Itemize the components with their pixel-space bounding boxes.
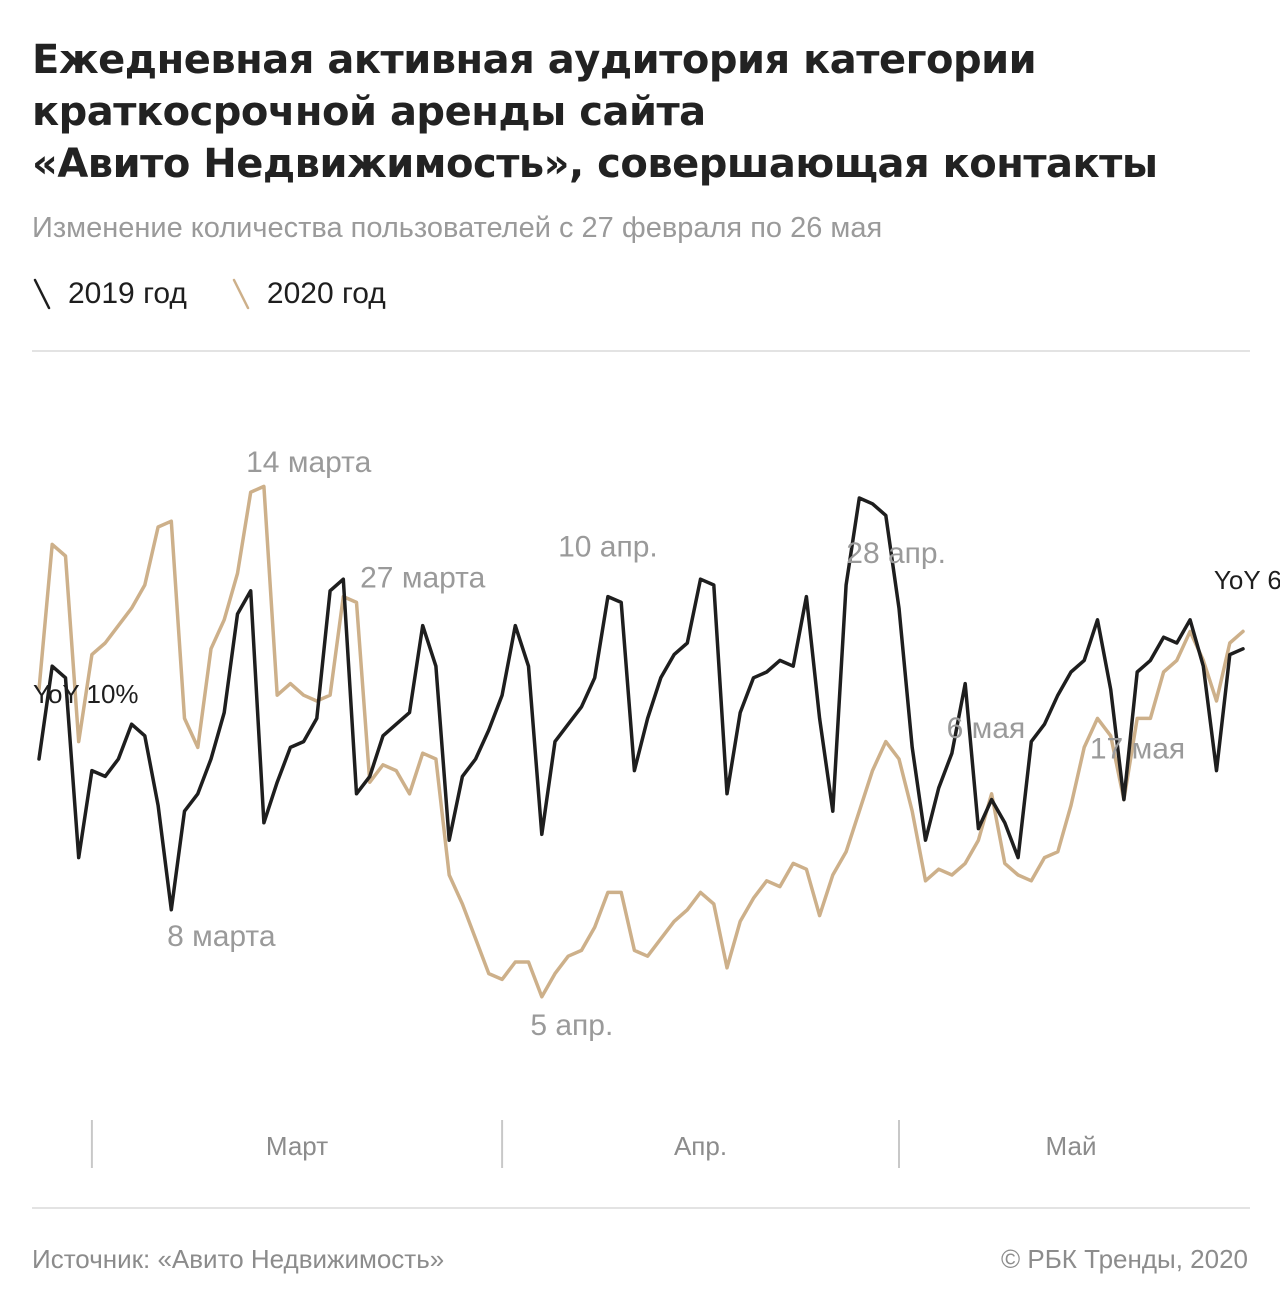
series-line-1 (37, 484, 1245, 999)
chart-title-line: Ежедневная активная аудитория категории (32, 37, 1037, 83)
annotation-label: 5 апр. (530, 1009, 613, 1042)
annotation-label: 10 апр. (558, 531, 658, 564)
annotation-label: 27 марта (360, 562, 485, 595)
month-label: Март (266, 1131, 328, 1161)
chart-lines (37, 484, 1245, 999)
legend-swatch-2020 (232, 278, 250, 310)
chart-legend: 2019 год 2020 год (32, 274, 430, 314)
annotation-label: YoY 10% (33, 679, 139, 709)
legend-item-2020: 2020 год (231, 276, 386, 312)
month-axis: Март Апр. Май (90, 1120, 1097, 1168)
annotation-label: 8 марта (167, 920, 276, 953)
chart-subtitle: Изменение количества пользователей с 27 … (32, 212, 883, 244)
annotation-label: 28 апр. (846, 537, 946, 570)
legend-label-2020: 2020 год (266, 277, 386, 310)
chart-title-line: краткосрочной аренды сайта (32, 89, 706, 135)
annotation-label: YoY 6% (1214, 565, 1280, 595)
month-label: Апр. (674, 1131, 727, 1161)
copyright-note: © РБК Тренды, 2020 (1001, 1244, 1248, 1274)
bottom-divider (32, 1207, 1250, 1209)
month-label: Май (1046, 1131, 1097, 1161)
top-divider (32, 350, 1250, 352)
series-line-0 (37, 496, 1245, 912)
chart-title-line: «Авито Недвижимость», совершающая контак… (32, 141, 1158, 187)
legend-item-2019: 2019 год (32, 276, 187, 312)
source-note: Источник: «Авито Недвижимость» (32, 1244, 445, 1274)
legend-swatch-2019 (33, 278, 51, 310)
chart-annotations: YoY 10% 14 марта 8 марта 27 марта 5 апр. 10 а… (33, 446, 1280, 1042)
chart-title: Ежедневная активная аудитория категории … (32, 34, 1252, 190)
line-chart: YoY 10% 14 марта 8 марта 27 марта 5 апр. 10 а… (33, 446, 1280, 1168)
legend-label-2019: 2019 год (68, 277, 187, 310)
annotation-label: 17 мая (1090, 732, 1185, 765)
annotation-label: 6 мая (947, 712, 1026, 745)
annotation-label: 14 марта (246, 446, 371, 479)
